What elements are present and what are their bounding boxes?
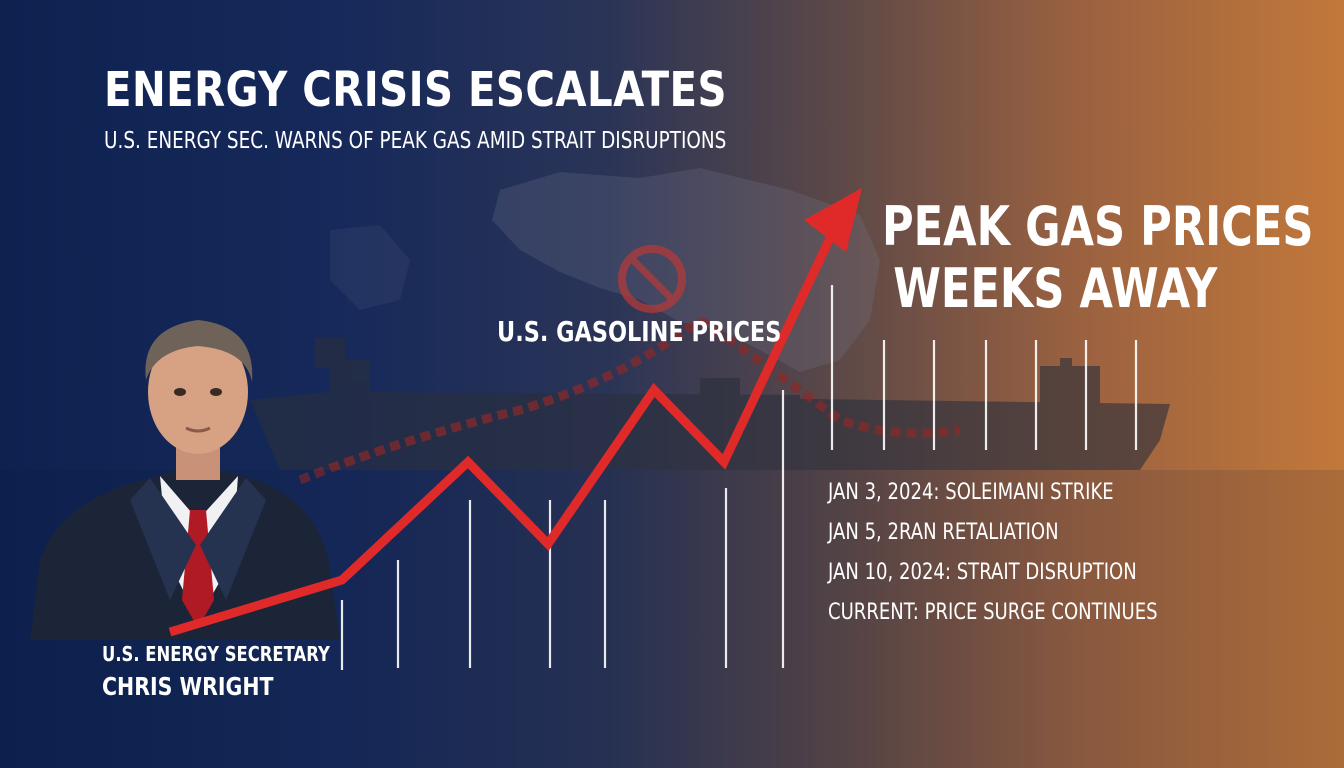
peak-callout-line2: WEEKS AWAY bbox=[893, 257, 1218, 320]
hair bbox=[145, 320, 253, 382]
chart-title: U.S. GASOLINE PRICES bbox=[497, 315, 782, 348]
headline: ENERGY CRISIS ESCALATES bbox=[104, 62, 727, 118]
timeline-item: JAN 10, 2024: STRAIT DISRUPTION bbox=[828, 560, 1137, 585]
face bbox=[148, 330, 248, 454]
chart-gridlines bbox=[340, 285, 1138, 670]
person-portrait bbox=[30, 320, 340, 640]
timeline-item: CURRENT: PRICE SURGE CONTINUES bbox=[828, 600, 1158, 625]
anchor-chain bbox=[298, 316, 961, 485]
person-role: U.S. ENERGY SECRETARY bbox=[102, 642, 330, 666]
peak-callout: PEAK GAS PRICES WEEKS AWAY bbox=[882, 196, 1314, 320]
subheadline: U.S. ENERGY SEC. WARNS OF PEAK GAS AMID … bbox=[104, 128, 727, 154]
peak-callout-line1: PEAK GAS PRICES bbox=[882, 195, 1314, 258]
price-arrow-head bbox=[804, 188, 862, 252]
price-trend-line bbox=[168, 232, 837, 637]
timeline: JAN 3, 2024: SOLEIMANI STRIKE JAN 5, 2RA… bbox=[828, 478, 1158, 638]
timeline-item: JAN 3, 2024: SOLEIMANI STRIKE bbox=[828, 480, 1114, 505]
map-silhouette bbox=[492, 168, 880, 372]
blocked-sign-icon bbox=[618, 245, 686, 313]
person-name: CHRIS WRIGHT bbox=[102, 672, 274, 701]
timeline-item: JAN 5, 2RAN RETALIATION bbox=[828, 520, 1059, 545]
tanker-ship bbox=[250, 338, 1170, 470]
